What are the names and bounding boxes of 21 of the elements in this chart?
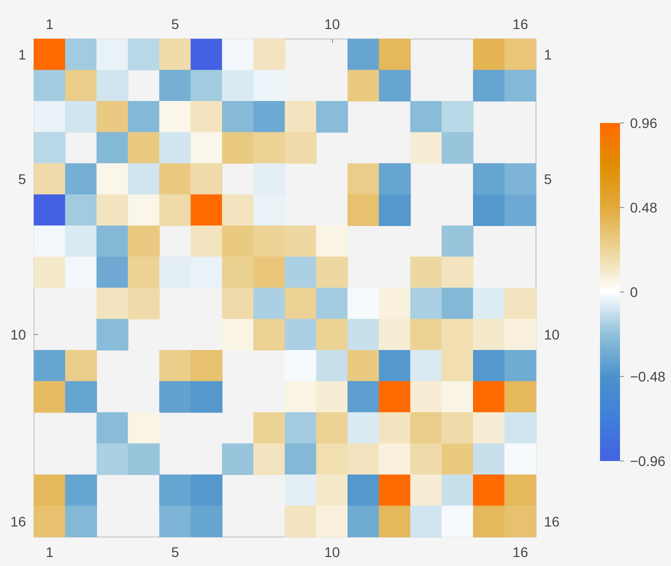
x-tick-label: 1 — [46, 544, 54, 560]
y2-tick-label: 1 — [18, 46, 26, 63]
y-tick-label: 10 — [544, 326, 560, 343]
category-label: 5 — [171, 16, 180, 32]
y-tick-label: 16 — [544, 513, 560, 530]
category-label: 10 — [324, 16, 340, 32]
y2-tick-label: 16 — [10, 513, 26, 530]
x-tick-label: 10 — [324, 544, 340, 560]
category-label: 1 — [46, 16, 54, 32]
color-bar-label: 0 — [630, 284, 638, 300]
y2-tick-label: 10 — [10, 326, 26, 343]
color-bar-label: 0.96 — [630, 115, 658, 131]
color-bar-label: −0.96 — [630, 453, 666, 469]
category-label: 16 — [512, 16, 528, 32]
color-bar-label: −0.48 — [630, 368, 666, 384]
x-tick-label: 5 — [171, 544, 180, 560]
x-tick-label: 16 — [512, 544, 528, 560]
y2-tick-label: 5 — [18, 171, 26, 188]
color-bar-label: 0.48 — [630, 200, 658, 216]
y-tick-label: 1 — [544, 46, 552, 63]
y-tick-label: 5 — [544, 171, 552, 188]
